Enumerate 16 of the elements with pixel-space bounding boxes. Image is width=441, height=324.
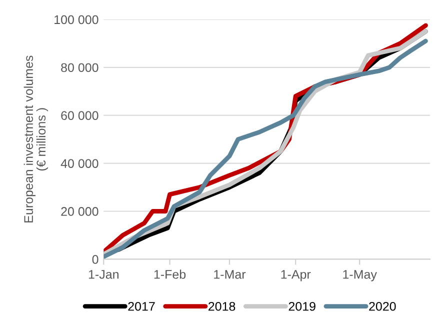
legend-label: 2020 — [369, 302, 396, 311]
x-tick-label: 1-Feb — [154, 270, 186, 279]
y-tick-label: 40 000 — [60, 159, 98, 168]
legend-label: 2018 — [208, 302, 236, 311]
y-tick-label: 80 000 — [61, 63, 98, 72]
y-tick-label: 100 000 — [54, 15, 98, 24]
x-tick-label: 1-Jan — [88, 270, 118, 279]
x-tick-label: 1-May — [343, 270, 377, 282]
y-tick-label: 20 000 — [61, 207, 98, 216]
y-tick-label: 0 — [92, 255, 98, 264]
legend-label: 2017 — [128, 302, 155, 311]
legend-label: 2019 — [288, 302, 316, 311]
x-tick-label: 1-Apr — [281, 270, 311, 282]
x-tick-label: 1-Mar — [214, 270, 246, 279]
y-axis-title: European investment volumes (€ millions ) — [24, 56, 48, 222]
y-tick-label: 60 000 — [61, 111, 98, 120]
